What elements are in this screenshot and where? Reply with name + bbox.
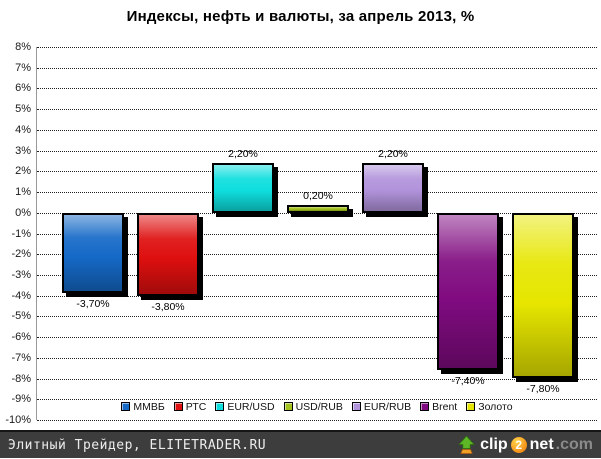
gridline bbox=[37, 399, 597, 401]
bar-EUR/USD bbox=[212, 163, 274, 213]
legend-swatch bbox=[121, 402, 131, 411]
legend: ММВБ РТС EUR/USD USD/RUB EUR/RUB Brent Золото bbox=[37, 399, 597, 414]
logo-clip-text: clip bbox=[480, 436, 508, 453]
legend-item-РТС: РТС bbox=[173, 400, 207, 413]
legend-item-USD/RUB: USD/RUB bbox=[283, 400, 343, 413]
legend-swatch bbox=[466, 402, 476, 411]
y-axis: 8% 7% 6% 5% 4% 3% 2% 1% 0% -1% -2% -3% -4% -5% -6% -7% -… bbox=[0, 41, 31, 426]
gridline bbox=[37, 67, 597, 69]
gridline bbox=[37, 254, 597, 256]
clip2net-watermark: clip 2 net .com bbox=[458, 435, 593, 454]
legend-swatch bbox=[173, 402, 183, 411]
bar-value-label: 2,20% bbox=[228, 148, 258, 161]
legend-label: ММВБ bbox=[133, 400, 165, 413]
legend-item-Brent: Brent bbox=[420, 401, 457, 413]
bar-Brent bbox=[437, 212, 499, 371]
y-tick-label: -9% bbox=[11, 393, 31, 406]
y-tick-label: -10% bbox=[5, 414, 31, 426]
y-tick-label: -5% bbox=[11, 310, 31, 323]
gridline bbox=[37, 378, 597, 380]
y-tick-label: -6% bbox=[11, 331, 31, 344]
y-tick-label: -7% bbox=[11, 351, 31, 364]
legend-label: EUR/USD bbox=[227, 400, 275, 413]
legend-swatch bbox=[420, 402, 430, 411]
gridline bbox=[37, 295, 597, 297]
y-tick-label: 6% bbox=[15, 82, 31, 95]
legend-item-EUR/USD: EUR/USD bbox=[215, 400, 275, 413]
y-tick-label: 1% bbox=[15, 186, 31, 199]
logo-com-text: .com bbox=[555, 436, 593, 453]
gridline bbox=[37, 233, 597, 235]
y-tick-label: -2% bbox=[11, 248, 31, 261]
bar-value-label: -3,70% bbox=[76, 298, 110, 311]
legend-label: USD/RUB bbox=[295, 400, 343, 413]
gridline bbox=[37, 337, 597, 339]
y-tick-label: 4% bbox=[15, 123, 31, 136]
bar-USD/RUB bbox=[287, 204, 349, 213]
y-tick-label: -8% bbox=[11, 372, 31, 385]
legend-label: EUR/RUB bbox=[363, 400, 412, 413]
y-tick-label: 2% bbox=[15, 165, 31, 178]
plot-area: ММВБ РТС EUR/USD USD/RUB EUR/RUB Brent Золото … bbox=[36, 47, 597, 421]
bar-Золото bbox=[512, 212, 574, 379]
gridline bbox=[37, 88, 597, 90]
y-tick-label: 0% bbox=[15, 206, 31, 219]
legend-item-ММВБ: ММВБ bbox=[121, 400, 165, 413]
bar-value-label: -7,40% bbox=[451, 375, 485, 388]
gridline bbox=[37, 129, 597, 131]
legend-swatch bbox=[351, 402, 361, 411]
gridline bbox=[37, 47, 597, 48]
y-tick-label: -3% bbox=[11, 268, 31, 281]
bar-value-label: 0,20% bbox=[303, 189, 333, 202]
legend-label: РТС bbox=[185, 400, 207, 413]
gridline bbox=[37, 212, 597, 214]
y-tick-label: -1% bbox=[11, 227, 31, 240]
bar-value-label: -7,80% bbox=[526, 383, 560, 396]
bar-value-label: -3,80% bbox=[151, 300, 185, 313]
upload-arrow-icon bbox=[458, 435, 475, 454]
legend-item-Золото: Золото bbox=[466, 400, 513, 413]
footer-bar: Элитный Трейдер, ELITETRADER.RU clip 2 n… bbox=[0, 430, 601, 458]
legend-label: Золото bbox=[478, 400, 513, 413]
gridline bbox=[37, 150, 597, 152]
y-tick-label: 3% bbox=[15, 144, 31, 157]
bar-value-label: 2,20% bbox=[378, 148, 408, 161]
gridline bbox=[37, 274, 597, 276]
legend-item-EUR/RUB: EUR/RUB bbox=[351, 400, 412, 413]
logo-net-text: net bbox=[529, 436, 554, 453]
y-tick-label: -4% bbox=[11, 289, 31, 302]
logo-2-badge: 2 bbox=[510, 437, 527, 453]
site-credit: Элитный Трейдер, ELITETRADER.RU bbox=[8, 437, 267, 453]
y-tick-label: 8% bbox=[15, 41, 31, 53]
gridline bbox=[37, 357, 597, 359]
y-tick-label: 7% bbox=[15, 61, 31, 74]
bar-ММВБ bbox=[62, 212, 124, 294]
legend-label: Brent bbox=[432, 400, 458, 413]
legend-swatch bbox=[283, 402, 293, 411]
gridline bbox=[37, 171, 597, 173]
gridline bbox=[37, 420, 597, 421]
bar-РТС bbox=[137, 212, 199, 296]
gridline bbox=[37, 316, 597, 318]
gridline bbox=[37, 109, 597, 111]
y-tick-label: 5% bbox=[15, 103, 31, 116]
gridline bbox=[37, 192, 597, 194]
chart-title: Индексы, нефть и валюты, за апрель 2013,… bbox=[126, 8, 475, 25]
legend-swatch bbox=[215, 402, 225, 411]
bar-EUR/RUB bbox=[362, 163, 424, 213]
